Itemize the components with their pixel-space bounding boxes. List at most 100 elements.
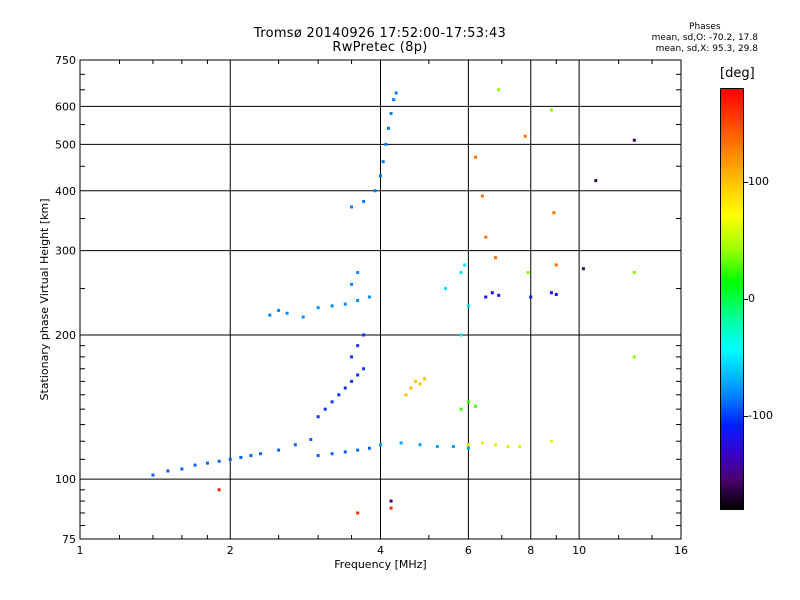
data-point xyxy=(350,282,354,286)
data-point xyxy=(356,373,360,377)
data-point xyxy=(494,256,498,260)
colorbar-tick-mark xyxy=(744,181,748,183)
data-point xyxy=(490,291,494,295)
data-point xyxy=(316,306,320,310)
data-point xyxy=(518,444,522,448)
phase-stats-x: mean, sd,X: 95.3, 29.8 xyxy=(655,44,758,54)
colorbar-tick-label: 100 xyxy=(748,174,769,188)
data-point xyxy=(293,443,297,447)
data-point xyxy=(343,302,347,306)
data-point xyxy=(381,160,385,164)
data-point xyxy=(362,333,366,337)
data-point xyxy=(413,379,417,383)
data-point xyxy=(350,355,354,359)
data-point xyxy=(367,295,371,299)
x-axis-label: Frequency [MHz] xyxy=(334,558,426,571)
data-point xyxy=(480,194,484,198)
data-point xyxy=(166,469,170,473)
y-tick-label: 500 xyxy=(55,138,76,151)
data-point xyxy=(480,441,484,445)
data-point xyxy=(526,271,530,275)
data-point xyxy=(484,295,488,299)
data-point xyxy=(444,287,448,291)
data-point xyxy=(552,211,556,215)
data-point xyxy=(277,308,281,312)
data-point xyxy=(356,344,360,348)
data-point xyxy=(435,444,439,448)
data-point xyxy=(268,313,272,317)
data-point xyxy=(463,263,467,267)
data-point xyxy=(418,382,422,386)
data-point xyxy=(394,91,398,95)
data-point xyxy=(356,271,360,275)
colorbar-tick-mark xyxy=(744,416,748,418)
data-point xyxy=(451,444,455,448)
chart-subtitle: RwPretec (8p) xyxy=(332,40,428,55)
data-point xyxy=(632,355,636,359)
data-point xyxy=(549,439,553,443)
data-point xyxy=(301,315,305,319)
y-tick-label: 75 xyxy=(62,533,76,546)
y-tick-label: 200 xyxy=(55,329,76,342)
data-point xyxy=(389,499,393,503)
data-point xyxy=(350,205,354,209)
data-point xyxy=(404,393,408,397)
data-point xyxy=(459,333,463,337)
data-point xyxy=(549,108,553,112)
data-point xyxy=(316,415,320,419)
data-point xyxy=(459,407,463,411)
data-point xyxy=(316,454,320,458)
data-point xyxy=(180,467,184,471)
data-point xyxy=(330,304,334,308)
data-point xyxy=(337,393,341,397)
colorbar xyxy=(720,88,744,510)
y-tick-label: 600 xyxy=(55,100,76,113)
data-point xyxy=(506,444,510,448)
data-point xyxy=(466,443,470,447)
y-tick-label: 400 xyxy=(55,185,76,198)
data-point xyxy=(249,454,253,458)
data-point xyxy=(239,455,243,459)
data-point xyxy=(285,311,289,315)
data-point xyxy=(389,506,393,510)
data-point xyxy=(581,267,585,271)
y-tick-label: 300 xyxy=(55,245,76,258)
chart-title: Tromsø 20140926 17:52:00-17:53:43 xyxy=(253,26,507,41)
data-point xyxy=(497,293,501,297)
data-point xyxy=(330,400,334,404)
data-point xyxy=(228,457,232,461)
data-point xyxy=(323,407,327,411)
data-point xyxy=(632,138,636,142)
data-point xyxy=(356,299,360,303)
data-point xyxy=(151,473,155,477)
data-point xyxy=(193,463,197,467)
data-point xyxy=(373,189,377,193)
data-point xyxy=(379,443,382,447)
x-tick-label: 1 xyxy=(77,544,84,557)
data-point xyxy=(409,386,413,390)
data-point xyxy=(523,134,527,138)
colorbar-tick-label: 0 xyxy=(748,292,755,305)
data-point xyxy=(356,511,360,515)
data-point xyxy=(632,271,636,275)
colorbar-unit: [deg] xyxy=(720,66,755,81)
data-point xyxy=(473,155,477,159)
data-point xyxy=(217,459,221,463)
data-point xyxy=(205,461,209,465)
data-point xyxy=(389,111,393,115)
data-point xyxy=(466,446,470,450)
phase-stats-o: mean, sd,O: -70.2, 17.8 xyxy=(651,33,758,43)
data-point xyxy=(494,443,498,447)
data-point xyxy=(459,271,463,275)
data-point xyxy=(330,452,334,456)
data-point xyxy=(362,367,366,371)
data-point xyxy=(356,448,360,452)
data-point xyxy=(418,443,422,447)
data-point xyxy=(529,295,533,299)
data-point xyxy=(484,235,488,239)
data-point xyxy=(473,404,477,408)
data-point xyxy=(422,377,426,381)
data-point xyxy=(594,179,598,183)
data-point xyxy=(399,441,403,445)
